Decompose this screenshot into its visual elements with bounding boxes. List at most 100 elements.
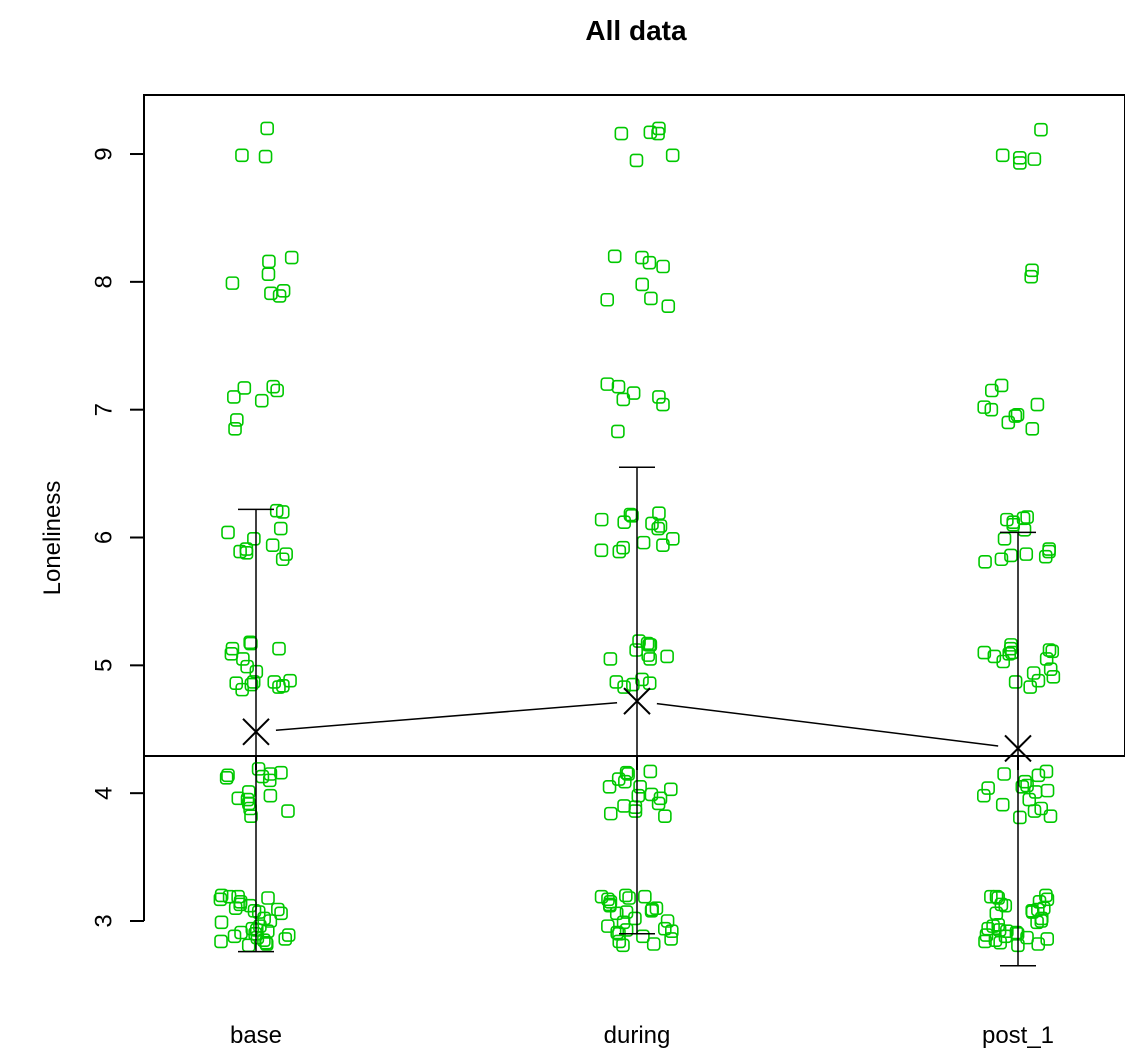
data-point — [626, 677, 640, 692]
data-point — [1004, 548, 1018, 563]
x-tick-label: base — [230, 1022, 282, 1049]
data-point — [263, 767, 278, 781]
data-point — [1040, 932, 1055, 946]
data-point — [607, 249, 622, 264]
data-point — [621, 767, 635, 781]
data-point — [643, 125, 658, 140]
data-point — [994, 552, 1009, 567]
data-point — [257, 933, 271, 947]
data-point — [644, 787, 659, 802]
data-point — [1025, 422, 1040, 436]
mean-line — [656, 702, 999, 747]
data-point — [653, 519, 668, 533]
data-point — [1039, 652, 1054, 666]
data-point — [642, 676, 657, 691]
data-point — [283, 673, 297, 688]
data-point — [651, 796, 666, 811]
data-point — [618, 774, 632, 789]
data-point — [665, 148, 680, 163]
data-point — [998, 898, 1013, 913]
data-point — [594, 512, 609, 527]
data-point — [228, 422, 242, 436]
data-point — [642, 638, 657, 652]
data-point — [274, 906, 288, 921]
data-point — [221, 768, 235, 783]
data-point — [600, 292, 615, 307]
data-point — [1042, 643, 1057, 657]
data-point — [997, 767, 1011, 781]
data-point — [228, 901, 243, 916]
y-tick-label: 8 — [91, 275, 118, 288]
data-point — [1001, 415, 1016, 430]
data-point — [656, 397, 670, 412]
data-point — [661, 299, 676, 313]
data-point — [1018, 774, 1032, 789]
data-point — [636, 535, 651, 550]
data-point — [665, 924, 679, 939]
data-point — [233, 897, 248, 912]
data-point — [981, 781, 995, 795]
data-point — [249, 923, 264, 937]
data-point — [260, 121, 274, 136]
data-point — [1034, 914, 1049, 928]
data-point — [1024, 269, 1039, 284]
data-point — [978, 554, 992, 569]
data-point — [262, 254, 276, 269]
data-point — [643, 764, 658, 779]
data-point — [235, 148, 249, 163]
data-point — [261, 267, 276, 281]
data-point — [994, 378, 1009, 393]
data-point — [1013, 810, 1027, 825]
data-point — [641, 648, 656, 662]
data-point — [1017, 523, 1032, 537]
data-point — [221, 525, 235, 540]
mean-marker — [623, 687, 651, 715]
y-tick-label: 4 — [91, 786, 118, 799]
data-point — [1027, 152, 1042, 166]
y-axis-label: Loneliness — [39, 481, 66, 596]
data-point — [656, 259, 670, 274]
data-point — [255, 769, 270, 784]
data-point — [1008, 675, 1023, 689]
data-point — [622, 891, 636, 905]
data-point — [602, 779, 617, 794]
x-tick-label: post_1 — [982, 1022, 1054, 1049]
data-point — [274, 765, 288, 780]
summary-overlay — [238, 466, 1036, 967]
data-point — [214, 915, 229, 930]
data-points — [213, 121, 1061, 953]
data-point — [656, 538, 670, 552]
data-point — [646, 937, 661, 951]
data-point — [1034, 122, 1048, 137]
data-point — [1040, 783, 1055, 798]
data-point — [612, 544, 627, 559]
mean-marker — [1004, 734, 1032, 763]
data-point — [276, 678, 290, 693]
data-point — [610, 925, 625, 940]
data-point — [619, 923, 634, 937]
data-point — [1040, 892, 1055, 907]
data-point — [617, 799, 631, 813]
data-point — [281, 928, 296, 942]
data-point — [278, 932, 293, 946]
data-point — [651, 521, 665, 536]
data-point — [616, 938, 630, 953]
data-point — [644, 903, 659, 918]
data-point — [644, 291, 658, 306]
data-point — [611, 424, 625, 439]
data-point — [262, 773, 277, 788]
data-point — [987, 649, 1002, 664]
data-point — [265, 538, 280, 552]
data-point — [635, 277, 650, 292]
data-point — [244, 636, 258, 651]
data-point — [642, 255, 657, 270]
data-point — [664, 782, 678, 797]
data-point — [219, 771, 234, 785]
data-point — [603, 898, 617, 913]
data-point — [643, 652, 657, 666]
data-point — [995, 148, 1010, 163]
data-point — [1019, 547, 1034, 561]
data-point — [244, 809, 258, 823]
mean-line — [275, 701, 618, 731]
data-point — [254, 393, 269, 408]
